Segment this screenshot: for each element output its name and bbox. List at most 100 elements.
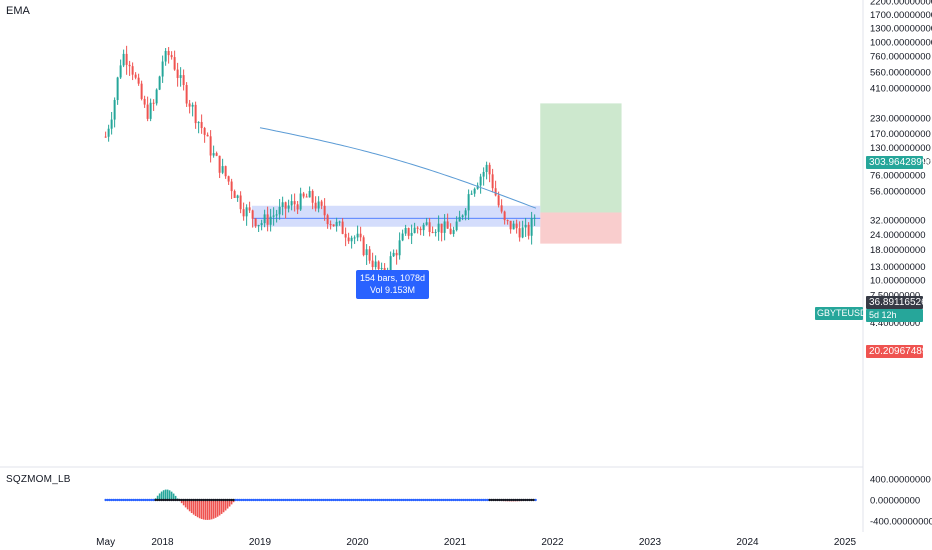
candle-body [329,224,332,226]
squeeze-dot [158,498,161,502]
candle-body [206,134,209,137]
squeeze-dot [444,498,447,502]
squeeze-dot [288,498,291,502]
candle-body [416,227,419,229]
price-axis-label: 410.00000000 [870,83,931,94]
candle-body [107,128,110,137]
squeeze-dot [452,498,455,502]
candle-body [434,231,437,233]
squeeze-dot [488,498,491,502]
squeeze-dot [352,498,355,502]
squeeze-dot [196,498,199,502]
price-axis-label: 7.50000000 [870,290,920,301]
squeeze-dot [506,498,509,502]
squeeze-dot [172,498,175,502]
squeeze-dot [370,498,373,502]
squeeze-dot [394,498,397,502]
momentum-bar [158,493,161,500]
squeeze-dot [258,498,261,502]
squeeze-dot [136,498,139,502]
ema-line [259,127,537,209]
squeeze-dot [336,498,339,502]
price-axis-label: 56.00000000 [870,186,925,197]
candle-body [395,252,398,256]
squeeze-dot [262,498,265,502]
candle-body [479,176,482,186]
candle-body [449,228,452,234]
candle-body [512,223,515,230]
candle-body [374,261,377,268]
candle-body [293,201,296,205]
squeeze-dot [420,498,423,502]
candle-body [440,223,443,233]
momentum-axis-label: -400.00000000 [870,517,932,528]
squeeze-dot [510,498,513,502]
squeeze-dot [152,498,155,502]
candle-body [257,225,260,227]
squeeze-dot [138,498,141,502]
candle-body [191,104,194,107]
candle-body [218,155,221,173]
squeeze-dot [402,498,405,502]
squeeze-dot [164,498,167,502]
squeeze-dot [324,498,327,502]
squeeze-dot [316,498,319,502]
momentum-indicator-label[interactable]: SQZMOM_LB [6,474,71,485]
squeeze-dot [314,498,317,502]
candle-body [461,215,464,217]
squeeze-dot [214,498,217,502]
momentum-bar [168,490,171,500]
candle-body [173,57,176,70]
squeeze-dot [236,498,239,502]
price-axis-label: 560.00000000 [870,67,931,78]
candle-body [266,214,269,225]
time-axis-label: 2022 [541,537,564,548]
candles [104,45,536,282]
price-axis-label: 24.00000000 [870,230,925,241]
candle-body [152,102,155,104]
squeeze-dot [400,498,403,502]
squeeze-dot [274,498,277,502]
candle-body [503,211,506,221]
price-axis-label: 4.40000000 [870,318,920,329]
squeeze-dot [112,498,115,502]
time-axis-label: 2020 [346,537,369,548]
candle-body [227,176,230,182]
squeeze-dot [160,498,163,502]
squeeze-dot [142,498,145,502]
squeeze-dot [382,498,385,502]
candle-body [356,233,359,238]
candle-body [110,119,113,129]
time-axis[interactable]: May 2018 2019 2020 2021 2022 2023 2024 2025 [96,537,856,548]
candle-body [200,122,203,129]
range-measure-box[interactable]: 154 bars, 1078d Vol 9.153M [356,270,429,299]
candle-body [473,188,476,194]
candle-body [368,249,371,261]
zones [251,103,622,244]
candle-body [233,191,236,199]
candle-body [497,195,500,206]
candle-body [176,69,179,78]
squeeze-dot [422,498,425,502]
candle-body [452,230,455,234]
squeeze-dot [390,498,393,502]
squeeze-dot [282,498,285,502]
candle-body [122,53,125,66]
ema-curve [259,127,537,209]
candle-body [251,210,254,219]
momentum-bar [156,495,159,500]
squeeze-dot [414,498,417,502]
ema-indicator-label[interactable]: EMA [6,5,30,17]
squeeze-dot [264,498,267,502]
momentum-bar [206,500,209,520]
squeeze-dot [384,498,387,502]
squeeze-dot [206,498,209,502]
momentum-axis[interactable]: 400.00000000 0.00000000 -400.00000000 [870,475,932,528]
candle-body [500,205,503,212]
candle-body [431,231,434,233]
price-axis-label: 2200.00000000 [870,0,932,8]
candle-body [428,222,431,232]
candle-body [530,217,533,236]
momentum-bar [186,500,189,510]
